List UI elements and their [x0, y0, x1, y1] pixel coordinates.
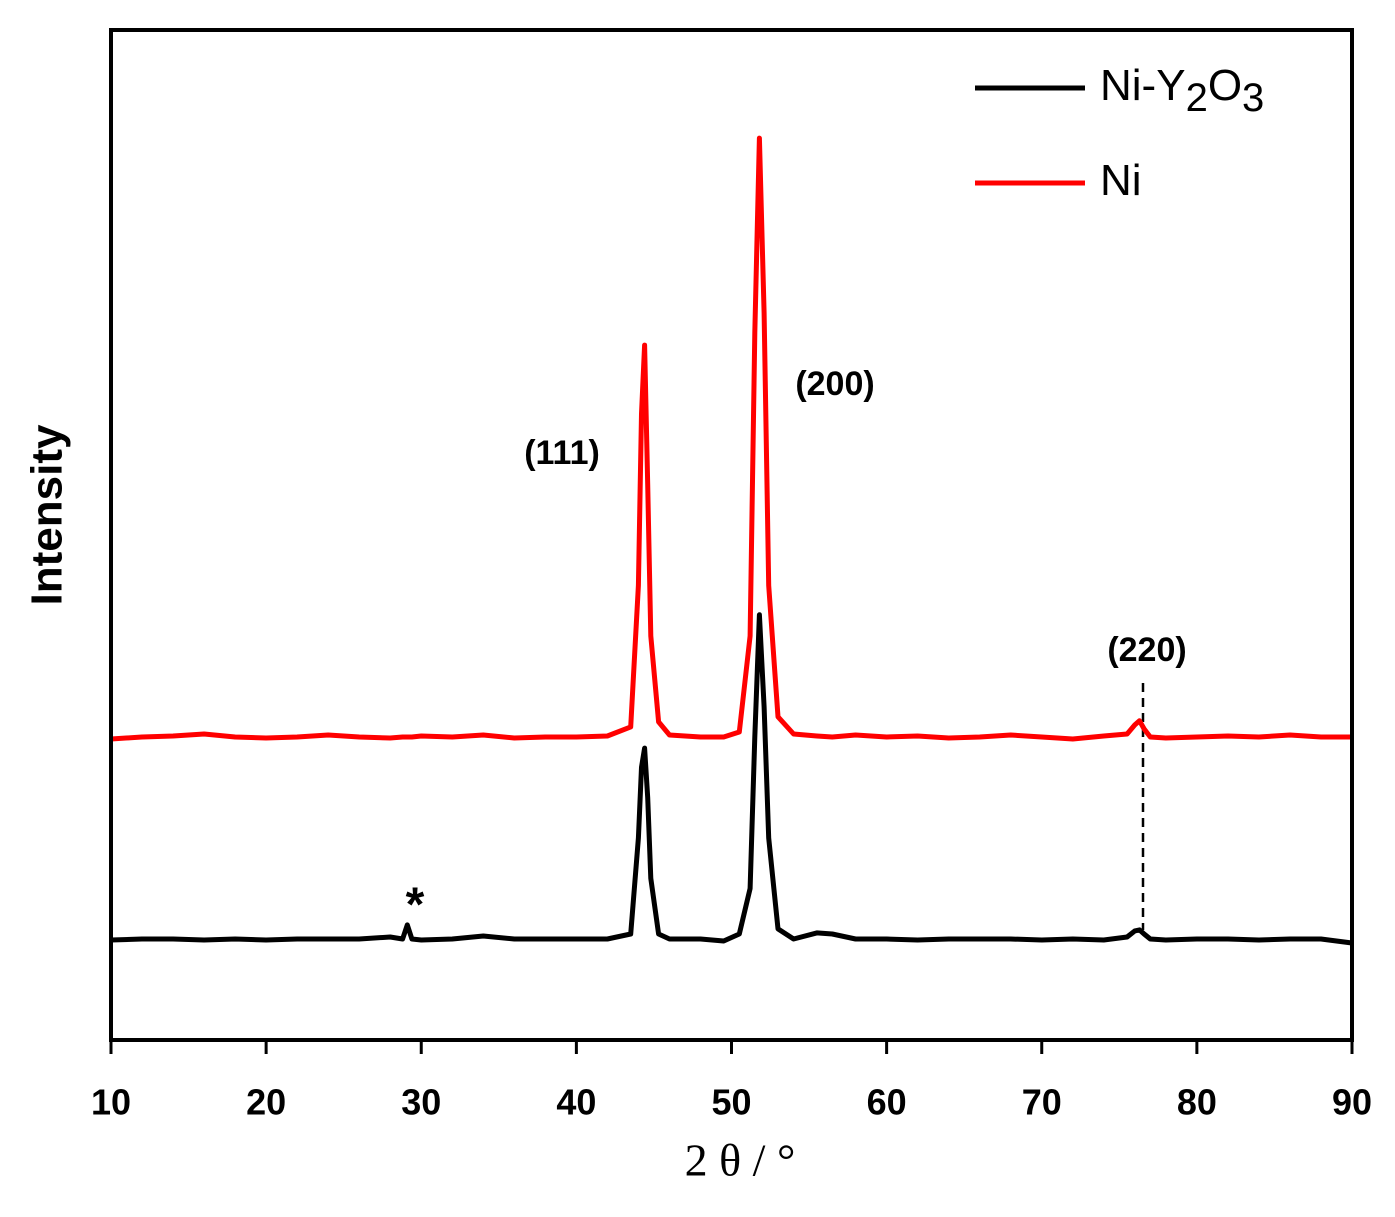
x-tick-label: 50	[711, 1082, 751, 1123]
x-tick-label: 20	[246, 1082, 286, 1123]
legend-label: Ni	[1100, 156, 1142, 205]
y-axis-label: Intensity	[23, 424, 72, 605]
x-axis-label: 2 θ / °	[685, 1135, 796, 1186]
series-line	[110, 612, 1353, 946]
annotation: (200)	[795, 365, 874, 403]
legend-label: Ni-Y2O3	[1100, 61, 1264, 120]
annotation: (111)	[524, 434, 600, 472]
series-line	[110, 135, 1352, 742]
x-tick-label: 40	[556, 1082, 596, 1123]
x-tick-label: 90	[1332, 1082, 1372, 1123]
x-tick-label: 10	[91, 1082, 131, 1123]
x-tick-label: 30	[401, 1082, 441, 1123]
plot-frame	[109, 28, 1354, 1042]
annotation: (220)	[1107, 631, 1186, 669]
x-tick-label: 70	[1022, 1082, 1062, 1123]
x-tick-label: 80	[1177, 1082, 1217, 1123]
annotation: *	[406, 879, 425, 932]
x-tick-label: 60	[867, 1082, 907, 1123]
